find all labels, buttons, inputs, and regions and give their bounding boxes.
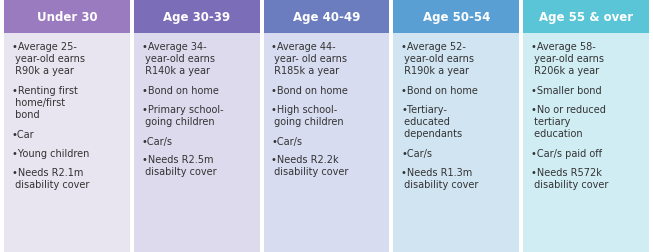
FancyBboxPatch shape xyxy=(523,0,649,34)
Text: •Car/s paid off: •Car/s paid off xyxy=(531,149,602,159)
Text: Age 30-39: Age 30-39 xyxy=(163,11,231,23)
FancyBboxPatch shape xyxy=(4,0,130,34)
Text: •Needs R2.5m
 disabilty cover: •Needs R2.5m disabilty cover xyxy=(142,155,216,177)
Text: •Car/s: •Car/s xyxy=(142,136,172,146)
Text: •Needs R1.3m
 disability cover: •Needs R1.3m disability cover xyxy=(401,168,479,190)
Text: •Car/s: •Car/s xyxy=(401,149,432,159)
Text: •Car/s: •Car/s xyxy=(272,136,302,146)
FancyBboxPatch shape xyxy=(134,0,260,34)
Text: •Primary school-
 going children: •Primary school- going children xyxy=(142,105,223,127)
FancyBboxPatch shape xyxy=(523,34,649,252)
Text: •No or reduced
 tertiary
 education: •No or reduced tertiary education xyxy=(531,105,606,138)
Text: •High school-
 going children: •High school- going children xyxy=(272,105,344,127)
Text: •Bond on home: •Bond on home xyxy=(401,86,478,96)
Text: •Needs R572k
 disability cover: •Needs R572k disability cover xyxy=(531,168,609,190)
Text: •Average 44-
 year- old earns
 R185k a year: •Average 44- year- old earns R185k a yea… xyxy=(272,42,347,75)
Text: Age 55 & over: Age 55 & over xyxy=(539,11,633,23)
FancyBboxPatch shape xyxy=(393,34,519,252)
Text: •Average 25-
 year-old earns
 R90k a year: •Average 25- year-old earns R90k a year xyxy=(12,42,85,75)
Text: Age 50-54: Age 50-54 xyxy=(422,11,490,23)
Text: •Average 34-
 year-old earns
 R140k a year: •Average 34- year-old earns R140k a year xyxy=(142,42,215,75)
Text: •Car: •Car xyxy=(12,130,35,140)
Text: •Average 58-
 year-old earns
 R206k a year: •Average 58- year-old earns R206k a year xyxy=(531,42,604,75)
Text: •Young children: •Young children xyxy=(12,149,89,159)
Text: •Needs R2.1m
 disability cover: •Needs R2.1m disability cover xyxy=(12,168,89,190)
FancyBboxPatch shape xyxy=(4,34,130,252)
FancyBboxPatch shape xyxy=(134,34,260,252)
Text: •Tertiary-
 educated
 dependants: •Tertiary- educated dependants xyxy=(401,105,462,138)
FancyBboxPatch shape xyxy=(264,34,389,252)
Text: •Average 52-
 year-old earns
 R190k a year: •Average 52- year-old earns R190k a year xyxy=(401,42,474,75)
Text: •Needs R2.2k
 disability cover: •Needs R2.2k disability cover xyxy=(272,155,349,177)
Text: Under 30: Under 30 xyxy=(37,11,97,23)
Text: •Renting first
 home/first
 bond: •Renting first home/first bond xyxy=(12,86,78,119)
Text: •Smaller bond: •Smaller bond xyxy=(531,86,601,96)
Text: •Bond on home: •Bond on home xyxy=(142,86,219,96)
Text: Age 40-49: Age 40-49 xyxy=(293,11,360,23)
Text: •Bond on home: •Bond on home xyxy=(272,86,348,96)
FancyBboxPatch shape xyxy=(393,0,519,34)
FancyBboxPatch shape xyxy=(264,0,389,34)
